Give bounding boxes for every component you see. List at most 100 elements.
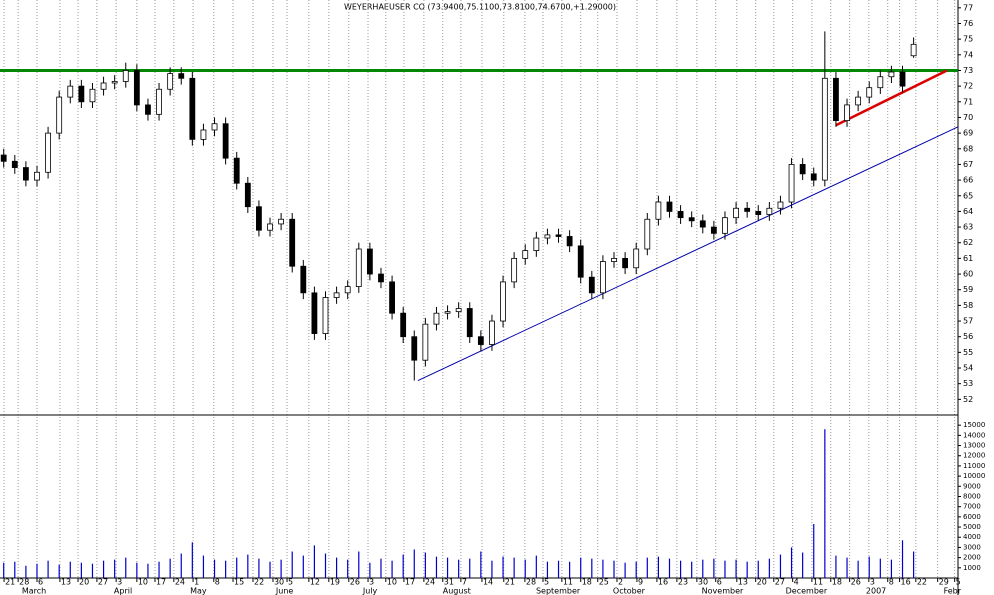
candle-body <box>289 218 296 267</box>
month-label: May <box>190 587 207 595</box>
x-tick-label: 16 <box>658 578 668 587</box>
candle-body <box>666 201 673 212</box>
y-tick-label: 67 <box>963 160 973 169</box>
y-tick-label: 72 <box>963 82 973 91</box>
month-label: December <box>786 587 828 595</box>
candle-body <box>489 320 495 345</box>
x-tick-label: 15 <box>234 578 244 587</box>
candle-body <box>688 217 695 222</box>
month-label: March <box>22 587 46 595</box>
volume-tick-label: 4000 <box>963 533 981 541</box>
x-tick-label: 8 <box>889 578 894 587</box>
candle-body <box>366 248 373 275</box>
candle-body <box>722 217 728 234</box>
candle-body <box>710 226 717 234</box>
volume-tick-label: 2000 <box>963 554 981 562</box>
volume-tick-label: 7000 <box>963 503 981 511</box>
y-tick-label: 76 <box>963 19 973 28</box>
x-tick-label: 10 <box>138 578 148 587</box>
candle-body <box>555 234 562 237</box>
volume-tick-label: 6000 <box>963 513 981 521</box>
y-tick-label: 75 <box>963 35 973 44</box>
candle-body <box>344 286 351 294</box>
x-tick-label: 22 <box>254 578 264 587</box>
volume-tick-label: 15000 <box>963 421 985 429</box>
chart-title: WEYERHAEUSER CO (73.9400,75.1100,73.8100… <box>344 3 616 12</box>
candle-body <box>622 257 629 269</box>
month-label: October <box>613 587 646 595</box>
candle-body <box>633 248 640 269</box>
x-tick-label: 6 <box>38 578 43 587</box>
candle-body <box>766 207 773 215</box>
candle-body <box>156 88 162 115</box>
candle-body <box>699 220 706 228</box>
candle-body <box>378 273 384 283</box>
candle-body <box>455 308 462 313</box>
x-tick-label: 13 <box>738 578 748 587</box>
candle-body <box>45 132 51 173</box>
month-label: September <box>536 587 581 595</box>
candle-body <box>655 201 662 220</box>
candle-body <box>577 245 584 278</box>
candle-body <box>133 70 140 106</box>
candle-body <box>200 129 207 140</box>
candle-body <box>500 281 506 322</box>
y-tick-label: 73 <box>963 66 973 75</box>
x-tick-label: 6 <box>717 578 722 587</box>
month-label: November <box>702 587 744 595</box>
candle-body <box>311 292 318 334</box>
x-tick-label: 10 <box>387 578 397 587</box>
y-tick-label: 60 <box>963 270 973 279</box>
month-label: Febr <box>944 587 962 595</box>
x-tick-label: 26 <box>350 578 360 587</box>
y-tick-label: 66 <box>963 176 973 185</box>
x-tick-label: 29 <box>939 578 949 587</box>
x-tick-label: 16 <box>901 578 911 587</box>
candle-body <box>733 207 739 219</box>
x-tick-label: 23 <box>678 578 688 587</box>
x-tick-label: 17 <box>405 578 415 587</box>
volume-tick-label: 14000 <box>963 431 985 439</box>
y-tick-label: 52 <box>963 395 973 404</box>
x-tick-label: 9 <box>638 578 643 587</box>
candle-body <box>178 73 185 79</box>
volume-tick-label: 10000 <box>963 472 985 480</box>
x-tick-label: 20 <box>79 578 89 587</box>
candle-body <box>877 76 884 89</box>
candle-body <box>899 71 906 87</box>
y-tick-label: 63 <box>963 223 973 232</box>
x-tick-label: 11 <box>813 578 823 587</box>
x-tick-label: 28 <box>526 578 536 587</box>
candle-body <box>267 223 273 231</box>
candle-body <box>34 171 40 181</box>
candle-body <box>389 281 395 314</box>
candle-body <box>78 85 85 103</box>
candle-body <box>67 85 74 98</box>
candle-body <box>910 43 917 57</box>
x-tick-label: 3 <box>117 578 122 587</box>
x-tick-label: 21 <box>505 578 515 587</box>
candle-body <box>56 96 63 134</box>
x-tick-label: 19 <box>330 578 340 587</box>
x-tick-label: 17 <box>156 578 166 587</box>
y-tick-label: 64 <box>963 207 973 216</box>
x-tick-label: 2 <box>618 578 623 587</box>
x-tick-label: 7 <box>462 578 467 587</box>
candle-body <box>477 336 484 345</box>
candle-body <box>411 336 418 361</box>
candle-body <box>189 77 196 140</box>
y-tick-label: 58 <box>963 301 973 310</box>
trendline <box>417 126 959 381</box>
month-label: June <box>275 587 294 595</box>
x-tick-label: 20 <box>757 578 767 587</box>
y-tick-label: 61 <box>963 254 973 263</box>
x-tick-label: 27 <box>775 578 785 587</box>
x-tick-label: 3 <box>870 578 875 587</box>
y-tick-label: 68 <box>963 144 973 153</box>
x-tick-label: 13 <box>61 578 71 587</box>
candle-body <box>810 173 817 181</box>
candle-body <box>788 164 795 203</box>
volume-tick-label: 13000 <box>963 442 985 450</box>
